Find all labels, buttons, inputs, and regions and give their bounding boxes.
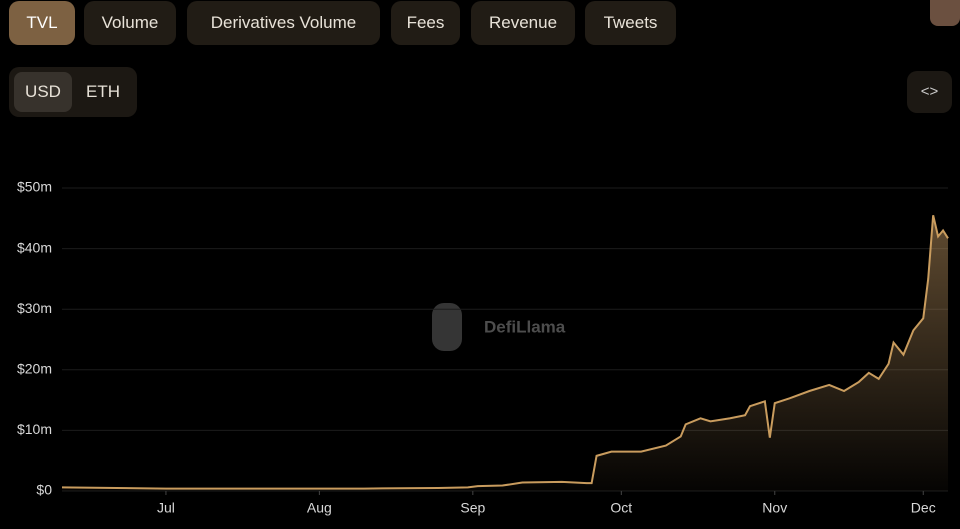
y-tick-label: $50m	[17, 179, 52, 195]
tab[interactable]: Revenue	[471, 1, 575, 45]
y-tick-label: $40m	[17, 239, 52, 255]
embed-button[interactable]: <>	[907, 71, 952, 113]
x-tick-label: Sep	[460, 500, 485, 516]
x-tick-label: Aug	[307, 500, 332, 516]
x-tick-label: Oct	[610, 500, 632, 516]
y-tick-label: $10m	[17, 421, 52, 437]
x-tick-label: Nov	[762, 500, 787, 516]
tvl-line	[61, 215, 949, 490]
area-fill	[62, 215, 948, 491]
tab[interactable]: Tweets	[585, 1, 676, 45]
tab[interactable]: Derivatives Volume	[187, 1, 380, 45]
currency-option[interactable]: USD	[14, 72, 72, 112]
watermark: DefiLlama	[432, 303, 566, 351]
avatar[interactable]	[930, 0, 960, 26]
y-tick-label: $0	[36, 482, 52, 498]
x-tick-label: Dec	[911, 500, 936, 516]
tab[interactable]: Fees	[391, 1, 460, 45]
y-tick-label: $30m	[17, 300, 52, 316]
x-tick-label: Jul	[157, 500, 175, 516]
currency-option[interactable]: ETH	[86, 82, 120, 101]
tab[interactable]: TVL	[9, 1, 75, 45]
y-tick-label: $20m	[17, 361, 52, 377]
currency-toggle: USD ETH	[9, 67, 137, 117]
tab[interactable]: Volume	[84, 1, 176, 45]
watermark-text: DefiLlama	[484, 317, 566, 336]
